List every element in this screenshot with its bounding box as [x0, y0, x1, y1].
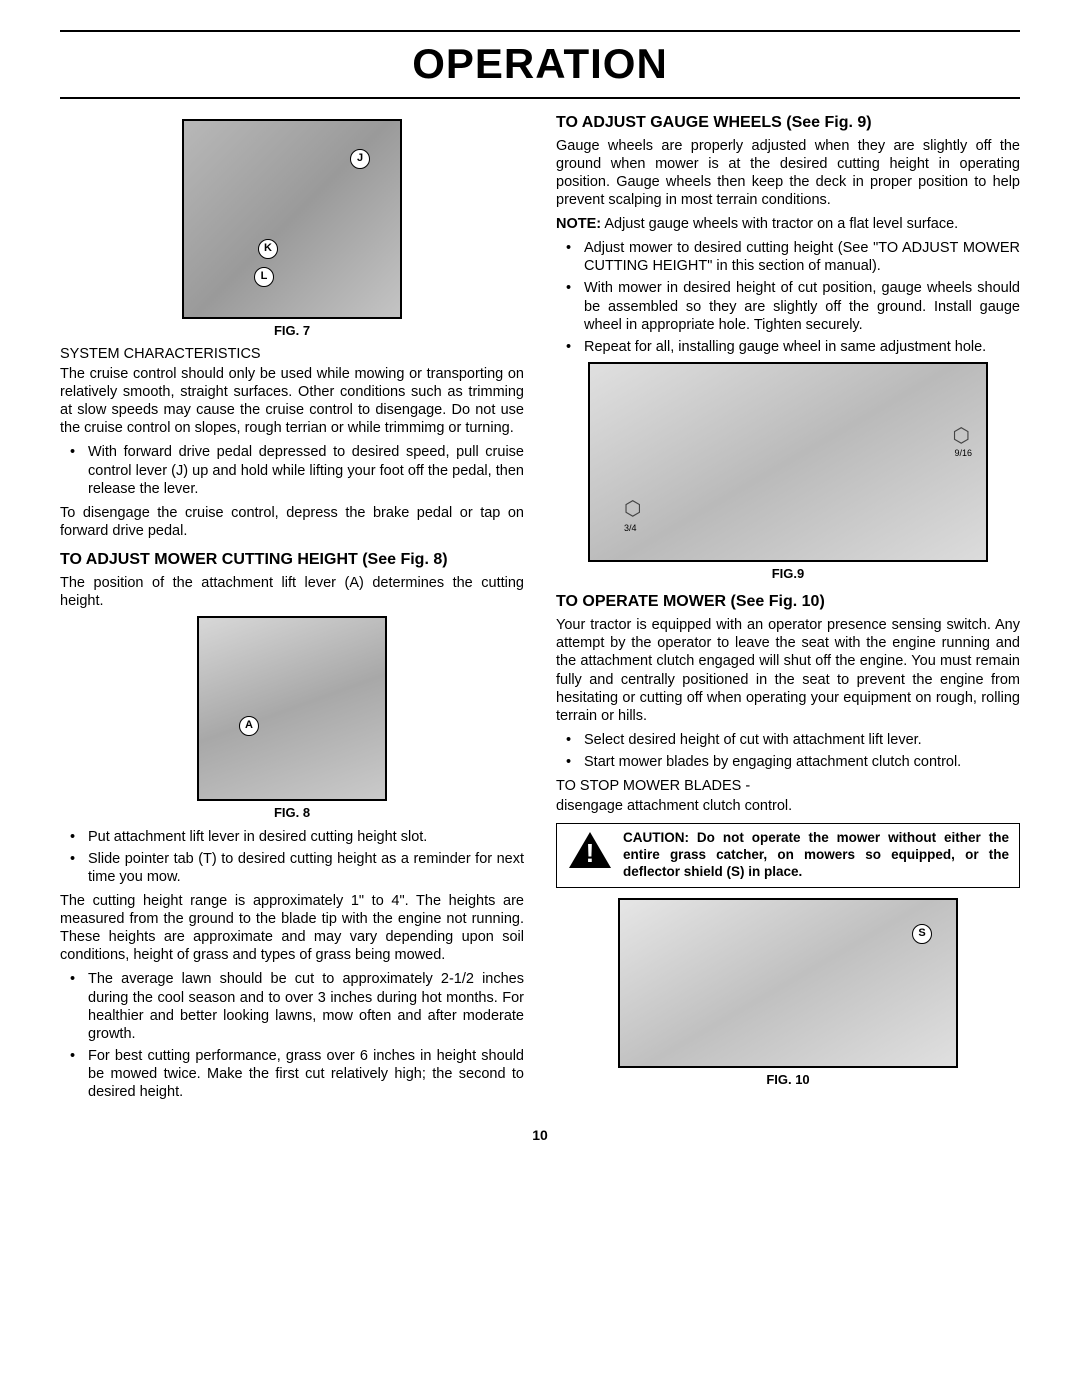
- system-characteristics-head: SYSTEM CHARACTERISTICS: [60, 345, 524, 363]
- list-item: Put attachment lift lever in desired cut…: [60, 828, 524, 846]
- page-title: OPERATION: [60, 38, 1020, 91]
- stop-blades-head: TO STOP MOWER BLADES -: [556, 777, 1020, 795]
- figure-7-caption: FIG. 7: [60, 323, 524, 339]
- adjust-cutting-height-p1: The position of the attachment lift leve…: [60, 574, 524, 610]
- callout-l: L: [254, 267, 274, 287]
- list-item: With forward drive pedal depressed to de…: [60, 443, 524, 497]
- gauge-note: NOTE: Adjust gauge wheels with tractor o…: [556, 215, 1020, 233]
- warning-icon: !: [567, 830, 613, 870]
- stop-blades-text: disengage attachment clutch control.: [556, 797, 1020, 815]
- system-characteristics-list: With forward drive pedal depressed to de…: [60, 443, 524, 497]
- system-characteristics-text: The cruise control should only be used w…: [60, 365, 524, 438]
- figure-9-caption: FIG.9: [556, 566, 1020, 582]
- left-column: J K L FIG. 7 SYSTEM CHARACTERISTICS The …: [60, 113, 524, 1108]
- bottom-rule: [60, 97, 1020, 99]
- adjust-cutting-height-head: TO ADJUST MOWER CUTTING HEIGHT (See Fig.…: [60, 550, 524, 570]
- hex-icon: ⬡: [953, 424, 970, 449]
- note-text: Adjust gauge wheels with tractor on a fl…: [601, 216, 958, 232]
- two-column-layout: J K L FIG. 7 SYSTEM CHARACTERISTICS The …: [60, 113, 1020, 1108]
- callout-j: J: [350, 149, 370, 169]
- gauge-wheels-list: Adjust mower to desired cutting height (…: [556, 239, 1020, 356]
- callout-s: S: [912, 924, 932, 944]
- figure-9: ⬡ 9/16 ⬡ 3/4: [588, 362, 988, 562]
- callout-a: A: [239, 716, 259, 736]
- figure-10: S: [618, 898, 958, 1068]
- list-item: For best cutting performance, grass over…: [60, 1047, 524, 1101]
- figure-10-caption: FIG. 10: [556, 1072, 1020, 1088]
- top-rule: [60, 30, 1020, 32]
- figure-8-caption: FIG. 8: [60, 805, 524, 821]
- cutting-height-list1: Put attachment lift lever in desired cut…: [60, 828, 524, 886]
- hex-label-3-4: 3/4: [624, 523, 637, 534]
- right-column: TO ADJUST GAUGE WHEELS (See Fig. 9) Gaug…: [556, 113, 1020, 1108]
- list-item: Adjust mower to desired cutting height (…: [556, 239, 1020, 275]
- list-item: Start mower blades by engaging attachmen…: [556, 753, 1020, 771]
- caution-box: ! CAUTION: Do not operate the mower with…: [556, 823, 1020, 888]
- figure-7: J K L: [182, 119, 402, 319]
- operate-mower-head: TO OPERATE MOWER (See Fig. 10): [556, 592, 1020, 612]
- list-item: Repeat for all, installing gauge wheel i…: [556, 338, 1020, 356]
- operate-mower-p1: Your tractor is equipped with an operato…: [556, 616, 1020, 725]
- hex-icon: ⬡: [624, 497, 641, 522]
- cruise-disengage-text: To disengage the cruise control, depress…: [60, 504, 524, 540]
- cutting-height-list2: The average lawn should be cut to approx…: [60, 970, 524, 1101]
- page-number: 10: [60, 1127, 1020, 1145]
- caution-text: CAUTION: Do not operate the mower withou…: [623, 830, 1009, 881]
- hex-label-9-16: 9/16: [954, 448, 972, 459]
- figure-8: A: [197, 616, 387, 801]
- note-label: NOTE:: [556, 216, 601, 232]
- adjust-gauge-wheels-head: TO ADJUST GAUGE WHEELS (See Fig. 9): [556, 113, 1020, 133]
- callout-k: K: [258, 239, 278, 259]
- cutting-height-range-text: The cutting height range is approximatel…: [60, 892, 524, 965]
- operate-mower-list: Select desired height of cut with attach…: [556, 731, 1020, 771]
- list-item: The average lawn should be cut to approx…: [60, 970, 524, 1043]
- svg-text:!: !: [586, 838, 595, 868]
- adjust-gauge-wheels-p1: Gauge wheels are properly adjusted when …: [556, 137, 1020, 210]
- list-item: Select desired height of cut with attach…: [556, 731, 1020, 749]
- list-item: With mower in desired height of cut posi…: [556, 279, 1020, 333]
- list-item: Slide pointer tab (T) to desired cutting…: [60, 850, 524, 886]
